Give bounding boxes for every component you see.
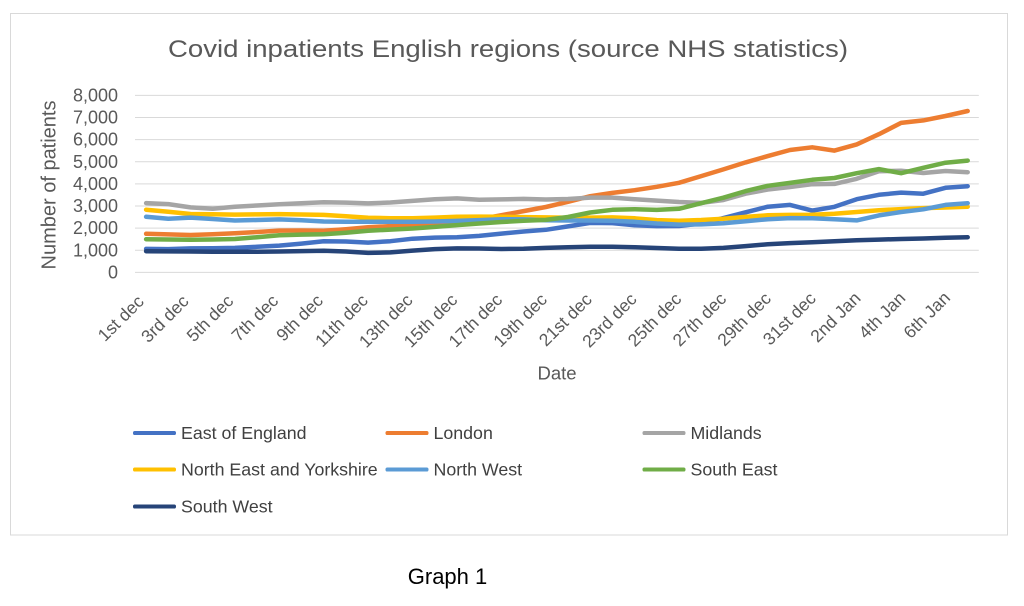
svg-text:London: London: [434, 423, 493, 443]
svg-text:Graph 1: Graph 1: [408, 564, 488, 589]
svg-text:2,000: 2,000: [73, 218, 118, 238]
svg-text:7,000: 7,000: [73, 108, 118, 128]
svg-text:Covid inpatients English regio: Covid inpatients English regions (source…: [168, 36, 848, 63]
svg-text:Midlands: Midlands: [691, 423, 762, 443]
svg-text:3,000: 3,000: [73, 196, 118, 216]
svg-text:1,000: 1,000: [73, 240, 118, 260]
svg-text:6,000: 6,000: [73, 130, 118, 150]
svg-text:0: 0: [108, 262, 118, 282]
svg-text:North East and Yorkshire: North East and Yorkshire: [181, 460, 378, 480]
svg-text:Number of patients: Number of patients: [39, 101, 61, 270]
svg-text:South East: South East: [691, 460, 778, 480]
svg-text:5,000: 5,000: [73, 152, 118, 172]
svg-text:South West: South West: [181, 497, 273, 517]
svg-text:4,000: 4,000: [73, 174, 118, 194]
svg-text:8,000: 8,000: [73, 85, 118, 105]
svg-text:North West: North West: [434, 460, 523, 480]
svg-text:East of England: East of England: [181, 423, 307, 443]
svg-text:Date: Date: [537, 363, 576, 384]
